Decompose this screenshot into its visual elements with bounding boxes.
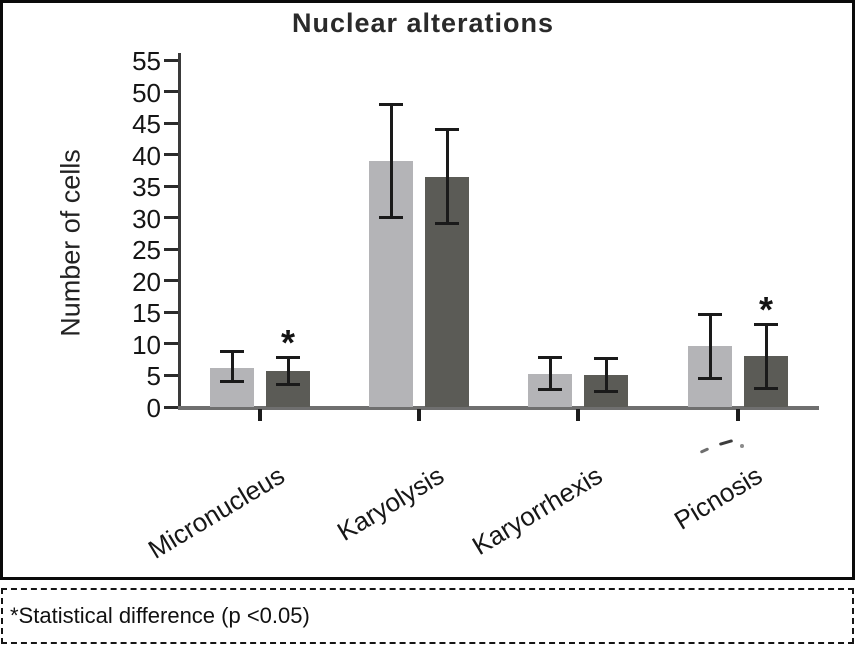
footnote-text: *Statistical difference (p <0.05) xyxy=(10,603,310,628)
error-bar-cap-top xyxy=(754,322,778,326)
y-axis-tick xyxy=(164,373,178,377)
y-axis-tick xyxy=(164,405,178,409)
y-tick-label: 0 xyxy=(146,393,161,423)
error-bar-cap-bottom xyxy=(698,377,722,381)
y-tick-label: 45 xyxy=(132,109,161,140)
x-category-label-text: Picnosis xyxy=(669,460,768,536)
error-bar-cap-top xyxy=(698,313,722,317)
y-axis-tick xyxy=(164,121,178,125)
error-bar-line xyxy=(389,104,393,218)
y-tick-label: 5 xyxy=(146,361,161,392)
chart-panel: Nuclear alterations Number of cells 0 5 10… xyxy=(0,0,855,580)
x-axis-tick xyxy=(417,409,421,421)
x-axis-tick xyxy=(576,409,580,421)
x-axis-tick xyxy=(736,409,740,421)
y-axis-tick xyxy=(164,342,178,346)
y-axis-tick xyxy=(164,184,178,188)
y-tick-label: 15 xyxy=(132,298,161,329)
y-tick-label: 55 xyxy=(132,46,161,76)
plot-area: 0 5 10 15 20 25 30 35 40 45 50 55 * * Micronucleus Kary… xyxy=(132,48,821,565)
x-category-label-karyorrhexis: Karyorrhexis xyxy=(446,460,608,561)
error-bar-line xyxy=(286,356,290,385)
error-bar-cap-bottom xyxy=(379,215,403,219)
significance-asterisk: * xyxy=(280,321,295,363)
y-axis-line xyxy=(178,53,181,407)
y-axis-tick xyxy=(164,310,178,314)
y-tick-label: 50 xyxy=(132,77,161,108)
x-category-label-micronucleus: Micronucleus xyxy=(121,460,290,565)
error-bar-cap-top xyxy=(220,350,244,354)
error-bar-cap-top xyxy=(276,355,300,359)
error-bar-cap-bottom xyxy=(538,387,562,391)
x-category-label-picnosis: Picnosis xyxy=(655,460,767,536)
y-axis-tick xyxy=(164,90,178,94)
y-tick-label: 25 xyxy=(132,235,161,266)
error-bar-line xyxy=(445,129,449,225)
x-category-label-text: Karyolysis xyxy=(331,460,449,547)
significance-asterisk: * xyxy=(758,288,773,330)
y-tick-label: 20 xyxy=(132,266,161,297)
error-bar-cap-bottom xyxy=(594,390,618,394)
y-axis-tick xyxy=(164,279,178,283)
error-bar-line xyxy=(548,357,552,390)
y-axis-tick xyxy=(164,58,178,62)
x-category-label-text: Karyorrhexis xyxy=(466,460,608,561)
error-bar-cap-bottom xyxy=(754,386,778,390)
x-axis-line xyxy=(178,406,819,410)
error-bar-line xyxy=(764,323,768,389)
x-axis-tick xyxy=(258,409,262,421)
y-axis-tick xyxy=(164,153,178,157)
error-bar-cap-top xyxy=(379,103,403,107)
y-tick-label: 10 xyxy=(132,329,161,360)
error-bar-cap-bottom xyxy=(276,382,300,386)
y-tick-label: 40 xyxy=(132,140,161,171)
error-bar-line xyxy=(230,351,234,382)
chart-title: Nuclear alterations xyxy=(291,8,555,38)
x-category-label-text: Micronucleus xyxy=(142,460,290,565)
error-bar-cap-top xyxy=(435,128,459,132)
error-bar-cap-top xyxy=(594,356,618,360)
error-bar-line xyxy=(604,357,608,393)
y-tick-label: 30 xyxy=(132,203,161,234)
error-bar-line xyxy=(708,314,712,380)
y-axis-label: Number of cells xyxy=(55,149,86,337)
error-bar-cap-bottom xyxy=(435,222,459,226)
y-tick-label: 35 xyxy=(132,172,161,203)
footnote-box: *Statistical difference (p <0.05) xyxy=(1,588,854,644)
y-axis-tick xyxy=(164,216,178,220)
error-bar-cap-bottom xyxy=(220,379,244,383)
y-axis-tick xyxy=(164,247,178,251)
error-bar-cap-top xyxy=(538,356,562,360)
x-category-label-karyolysis: Karyolysis xyxy=(315,460,448,547)
